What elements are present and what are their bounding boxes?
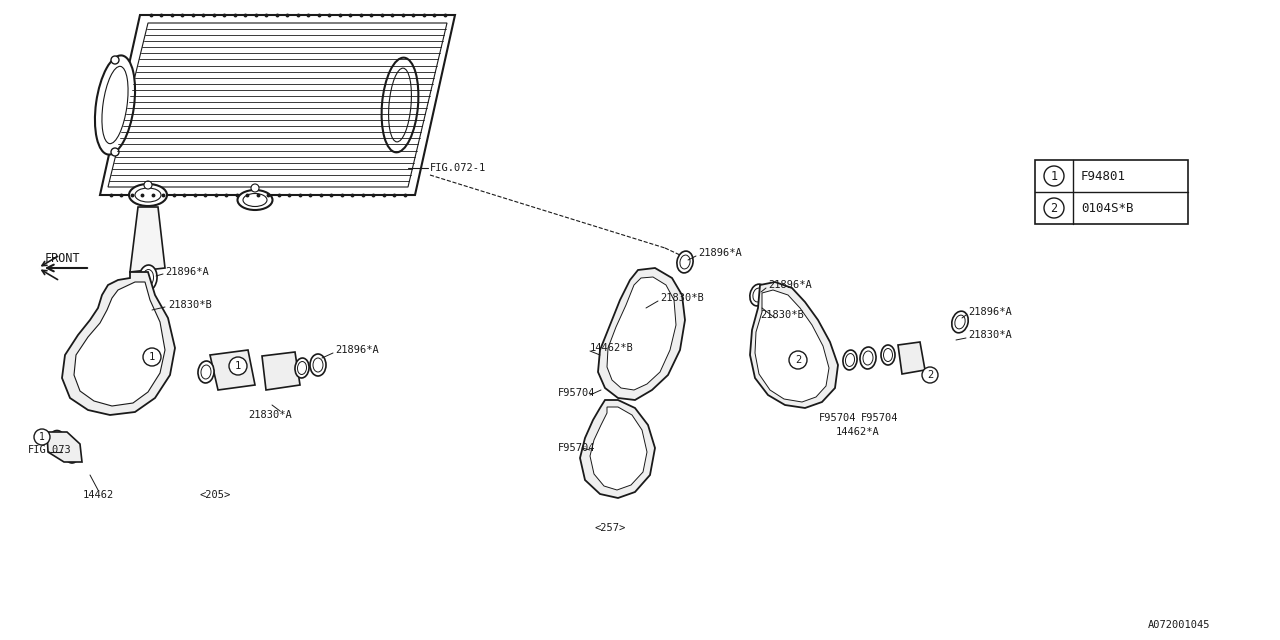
Ellipse shape xyxy=(381,58,419,152)
Ellipse shape xyxy=(129,184,166,206)
Ellipse shape xyxy=(134,188,161,202)
Polygon shape xyxy=(262,352,300,390)
Text: FIG.073: FIG.073 xyxy=(28,445,72,455)
Ellipse shape xyxy=(883,349,892,362)
Ellipse shape xyxy=(294,358,308,378)
Circle shape xyxy=(143,181,152,189)
Polygon shape xyxy=(755,290,829,402)
Ellipse shape xyxy=(952,311,968,333)
Text: 21896*A: 21896*A xyxy=(698,248,741,258)
Circle shape xyxy=(111,148,119,156)
Text: 14462*B: 14462*B xyxy=(590,343,634,353)
Text: FRONT: FRONT xyxy=(45,253,81,266)
Text: 2: 2 xyxy=(1051,202,1057,214)
Text: 21896*A: 21896*A xyxy=(768,280,812,290)
Text: 14462*A: 14462*A xyxy=(836,427,879,437)
Ellipse shape xyxy=(863,351,873,365)
Ellipse shape xyxy=(680,255,690,269)
Text: 21896*A: 21896*A xyxy=(968,307,1011,317)
Ellipse shape xyxy=(881,345,895,365)
Polygon shape xyxy=(590,407,646,490)
Polygon shape xyxy=(750,282,838,408)
Text: 21830*B: 21830*B xyxy=(168,300,211,310)
Circle shape xyxy=(1044,198,1064,218)
Ellipse shape xyxy=(677,251,692,273)
Ellipse shape xyxy=(297,362,306,374)
Ellipse shape xyxy=(860,347,876,369)
Text: F94801: F94801 xyxy=(1082,170,1126,182)
Ellipse shape xyxy=(142,269,154,287)
Polygon shape xyxy=(74,282,165,406)
Text: 1: 1 xyxy=(148,352,155,362)
Ellipse shape xyxy=(140,265,157,291)
Ellipse shape xyxy=(243,193,268,207)
Text: 21830*A: 21830*A xyxy=(968,330,1011,340)
Text: F95704: F95704 xyxy=(558,388,595,398)
Text: 21830*A: 21830*A xyxy=(248,410,292,420)
Ellipse shape xyxy=(64,441,79,463)
Ellipse shape xyxy=(67,445,77,459)
Circle shape xyxy=(788,351,806,369)
Text: 1: 1 xyxy=(234,361,241,371)
Ellipse shape xyxy=(51,435,63,451)
Circle shape xyxy=(922,367,938,383)
Ellipse shape xyxy=(102,67,128,143)
Polygon shape xyxy=(131,207,165,272)
Ellipse shape xyxy=(201,365,211,379)
Text: FIG.072-1: FIG.072-1 xyxy=(430,163,486,173)
Polygon shape xyxy=(598,268,685,400)
Circle shape xyxy=(1044,166,1064,186)
Polygon shape xyxy=(580,400,655,498)
Ellipse shape xyxy=(753,288,763,302)
Text: <205>: <205> xyxy=(200,490,230,500)
Text: 21896*A: 21896*A xyxy=(165,267,209,277)
Ellipse shape xyxy=(95,56,136,155)
Ellipse shape xyxy=(49,431,67,456)
Bar xyxy=(1036,160,1188,224)
Ellipse shape xyxy=(846,353,855,367)
Text: F95704: F95704 xyxy=(861,413,899,423)
Text: 1: 1 xyxy=(1051,170,1057,182)
Text: 21830*B: 21830*B xyxy=(760,310,804,320)
Ellipse shape xyxy=(238,190,273,210)
Text: 0104S*B: 0104S*B xyxy=(1082,202,1134,214)
Text: F95704: F95704 xyxy=(558,443,595,453)
Polygon shape xyxy=(210,350,255,390)
Circle shape xyxy=(251,184,259,192)
Polygon shape xyxy=(47,432,82,462)
Ellipse shape xyxy=(198,361,214,383)
Polygon shape xyxy=(100,15,454,195)
Ellipse shape xyxy=(844,350,858,370)
Polygon shape xyxy=(607,277,676,390)
Text: <257>: <257> xyxy=(594,523,626,533)
Ellipse shape xyxy=(955,315,965,329)
Text: 2: 2 xyxy=(927,370,933,380)
Text: 21896*A: 21896*A xyxy=(335,345,379,355)
Text: 21830*B: 21830*B xyxy=(660,293,704,303)
Text: A072001045: A072001045 xyxy=(1147,620,1210,630)
Ellipse shape xyxy=(314,358,323,372)
Polygon shape xyxy=(899,342,925,374)
Ellipse shape xyxy=(310,354,326,376)
Text: 14462: 14462 xyxy=(82,490,114,500)
Circle shape xyxy=(229,357,247,375)
Ellipse shape xyxy=(750,284,767,306)
Text: 2: 2 xyxy=(795,355,801,365)
Circle shape xyxy=(111,56,119,64)
Circle shape xyxy=(35,429,50,445)
Text: F95704: F95704 xyxy=(819,413,856,423)
Ellipse shape xyxy=(389,68,411,142)
Circle shape xyxy=(143,348,161,366)
Polygon shape xyxy=(61,272,175,415)
Text: 1: 1 xyxy=(40,432,45,442)
